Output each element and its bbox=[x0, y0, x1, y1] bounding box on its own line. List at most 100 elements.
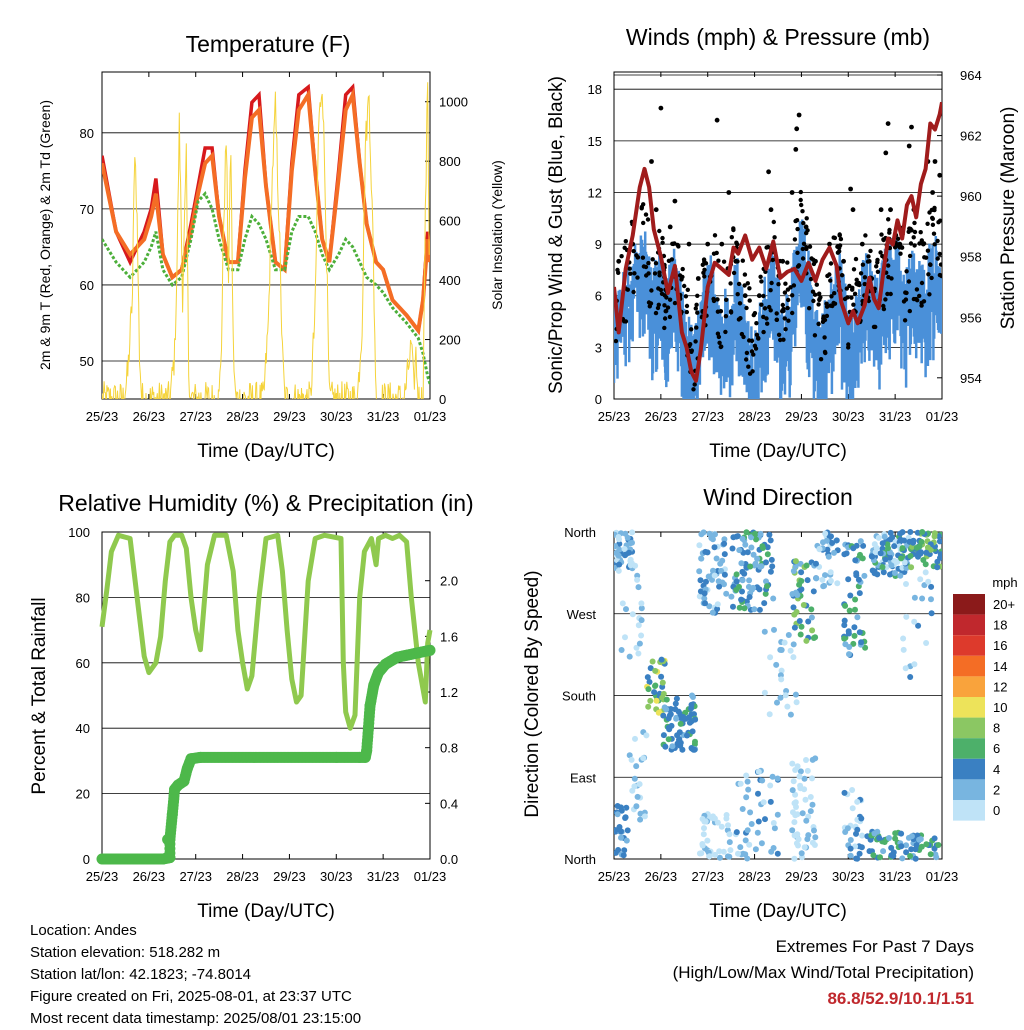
gust-point bbox=[616, 270, 621, 275]
direction-point bbox=[903, 565, 910, 571]
gust-point bbox=[649, 288, 654, 293]
direction-point bbox=[810, 635, 817, 641]
direction-point bbox=[918, 538, 925, 545]
gust-point bbox=[907, 253, 913, 259]
gust-point bbox=[880, 253, 885, 259]
direction-point bbox=[723, 812, 730, 818]
winds-xtick-label: 31/23 bbox=[879, 409, 912, 424]
speed-legend-swatch bbox=[953, 676, 985, 697]
direction-point bbox=[754, 555, 761, 562]
gust-point bbox=[849, 295, 854, 300]
direction-point bbox=[805, 618, 812, 625]
direction-point bbox=[615, 847, 622, 853]
direction-point bbox=[803, 562, 810, 569]
gust-point bbox=[726, 190, 732, 195]
speed-legend-label: 8 bbox=[993, 721, 1000, 736]
speed-legend-label: 2 bbox=[993, 782, 1000, 797]
gust-point bbox=[667, 297, 673, 302]
direction-point bbox=[737, 844, 744, 851]
direction-point bbox=[616, 561, 623, 568]
direction-point bbox=[755, 790, 761, 797]
direction-point bbox=[638, 600, 645, 607]
gust-point bbox=[796, 112, 802, 118]
direction-point bbox=[697, 577, 704, 584]
direction-point bbox=[859, 832, 866, 839]
gust-point bbox=[716, 258, 721, 263]
humidity-title: Relative Humidity (%) & Precipitation (i… bbox=[58, 490, 473, 516]
direction-point bbox=[810, 588, 817, 595]
wind_direction-title: Wind Direction bbox=[703, 484, 853, 510]
gust-point bbox=[771, 219, 776, 225]
direction-point bbox=[808, 614, 815, 621]
direction-point bbox=[674, 740, 681, 747]
direction-point bbox=[903, 613, 910, 620]
humidity-ytick-label: 40 bbox=[76, 721, 90, 736]
speed-legend-swatch bbox=[953, 594, 985, 615]
latlon-text: Station lat/lon: 42.1823; -74.8014 bbox=[30, 966, 252, 983]
gust-point bbox=[875, 269, 881, 274]
direction-point bbox=[903, 581, 909, 587]
gust-point bbox=[660, 235, 665, 241]
gust-point bbox=[816, 302, 821, 307]
gust-point bbox=[759, 302, 764, 307]
gust-point bbox=[851, 267, 857, 272]
direction-point bbox=[634, 793, 641, 800]
gust-point bbox=[682, 283, 687, 289]
gust-point bbox=[768, 207, 774, 213]
gust-point bbox=[667, 314, 673, 320]
gust-point bbox=[658, 105, 664, 111]
direction-point bbox=[813, 560, 819, 567]
direction-point bbox=[748, 544, 755, 551]
direction-point bbox=[739, 806, 746, 812]
gust-point bbox=[644, 273, 649, 278]
direction-point bbox=[796, 618, 803, 624]
gust-point bbox=[723, 329, 728, 335]
gust-point bbox=[712, 233, 718, 238]
temperature-y2tick-label: 600 bbox=[439, 214, 461, 229]
gust-point bbox=[790, 310, 795, 316]
gust-point bbox=[800, 256, 806, 261]
direction-point bbox=[908, 846, 915, 853]
direction-point bbox=[704, 837, 711, 844]
direction-point bbox=[847, 592, 854, 599]
direction-point bbox=[757, 563, 764, 570]
direction-point bbox=[803, 817, 810, 824]
gust-point bbox=[778, 337, 783, 343]
direction-point bbox=[629, 611, 636, 618]
direction-point bbox=[616, 824, 623, 830]
gust-point bbox=[665, 305, 671, 310]
gust-point bbox=[803, 224, 809, 230]
direction-point bbox=[631, 783, 638, 790]
gust-point bbox=[640, 255, 646, 260]
gust-point bbox=[930, 222, 936, 227]
direction-point bbox=[746, 841, 753, 848]
direction-point bbox=[631, 775, 638, 782]
direction-point bbox=[637, 810, 644, 817]
gust-point bbox=[676, 244, 681, 249]
temperature-xtick-label: 01/23 bbox=[414, 409, 447, 424]
direction-point bbox=[714, 819, 721, 826]
direction-point bbox=[812, 755, 819, 762]
gust-point bbox=[643, 212, 649, 217]
direction-point bbox=[726, 839, 733, 846]
gust-point bbox=[885, 291, 890, 297]
humidity-y2tick-label: 0.0 bbox=[440, 852, 458, 867]
direction-point bbox=[767, 537, 774, 544]
direction-point bbox=[915, 551, 922, 558]
direction-point bbox=[665, 736, 672, 743]
direction-point bbox=[881, 533, 888, 540]
direction-point bbox=[903, 842, 910, 849]
direction-point bbox=[744, 827, 751, 834]
temperature-y2tick-label: 800 bbox=[439, 154, 461, 169]
direction-point bbox=[716, 854, 723, 861]
direction-point bbox=[911, 594, 918, 601]
direction-point bbox=[761, 628, 768, 635]
direction-point bbox=[777, 694, 784, 701]
direction-point bbox=[897, 530, 904, 537]
relative-humidity-line bbox=[99, 532, 433, 731]
gust-point bbox=[765, 244, 771, 250]
gust-point bbox=[851, 302, 856, 307]
direction-point bbox=[636, 781, 643, 788]
wind_direction-xtick-label: 31/23 bbox=[879, 869, 912, 884]
direction-point bbox=[633, 763, 640, 770]
